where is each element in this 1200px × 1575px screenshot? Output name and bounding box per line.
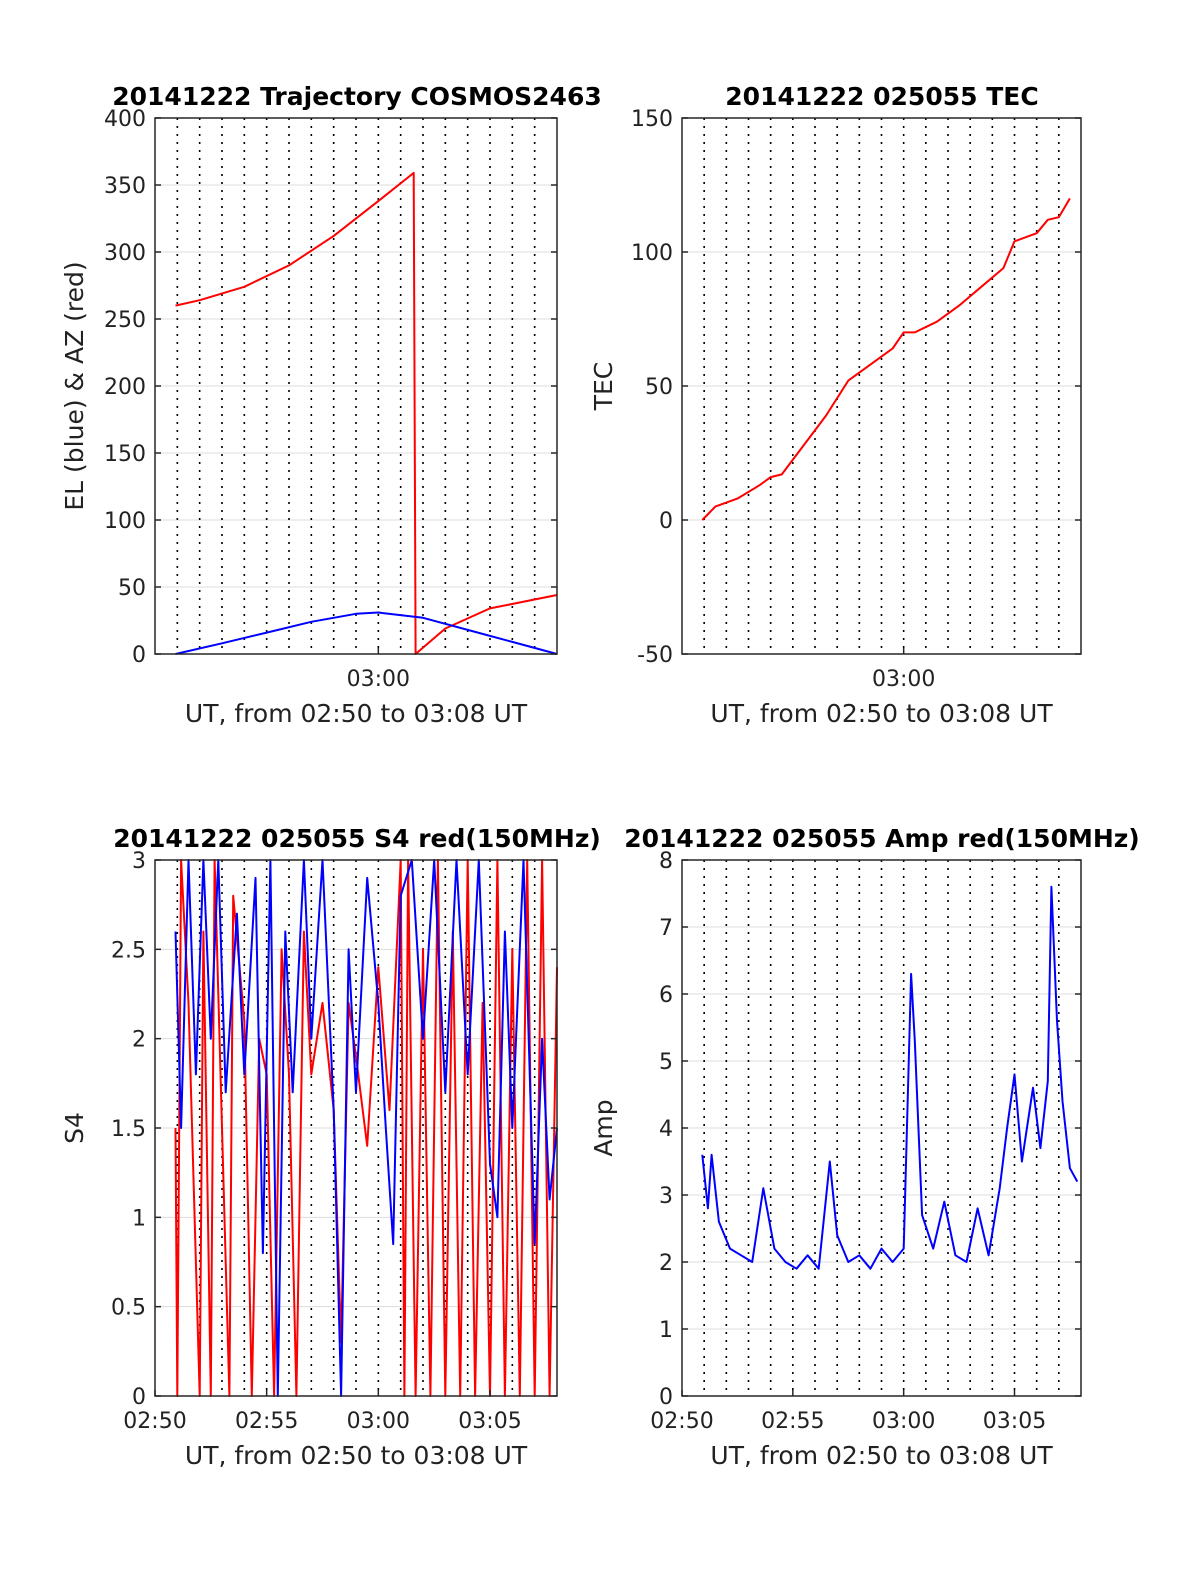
trajectory-panel: 0 50 100 150 200 250 300 350 400 03:00 20141222 Tr…	[60, 82, 602, 728]
y-tick-label: 1	[659, 1318, 673, 1343]
y-tick-label: 150	[104, 442, 146, 467]
y-tick-label: 0.5	[111, 1296, 146, 1321]
y-tick-label: 2	[132, 1028, 146, 1053]
y-tick-label: 0	[659, 1385, 673, 1410]
series-line-0	[701, 197, 1071, 521]
y-tick-label: 0	[132, 1385, 146, 1410]
y-tick-label: 7	[659, 916, 673, 941]
y-tick-label: 300	[104, 241, 146, 266]
x-axis-label: UT, from 02:50 to 03:08 UT	[710, 1441, 1053, 1470]
y-tick-label: 250	[104, 308, 146, 333]
series-line-0	[175, 171, 558, 655]
chart-title: 20141222 025055 TEC	[725, 82, 1038, 111]
s4-panel: 0 0.5 1 1.5 2 2.5 3 02:50 02:55 03:00 03:05 2014122…	[60, 824, 601, 1470]
x-tick-label: 03:00	[347, 1409, 410, 1434]
x-tick-label: 03:05	[458, 1409, 521, 1434]
chart-title: 20141222 025055 S4 red(150MHz)	[113, 824, 601, 853]
x-tick-label: 03:00	[872, 667, 935, 692]
y-axis-label: EL (blue) & AZ (red)	[60, 261, 89, 510]
y-tick-label: 8	[659, 849, 673, 874]
y-tick-label: 50	[645, 375, 673, 400]
x-axis-label: UT, from 02:50 to 03:08 UT	[185, 699, 528, 728]
y-tick-label: -50	[637, 643, 673, 668]
series-line-0	[174, 859, 558, 1397]
y-tick-label: 400	[104, 107, 146, 132]
series-line-0	[701, 885, 1079, 1270]
y-tick-label: 200	[104, 375, 146, 400]
y-tick-label: 1	[132, 1206, 146, 1231]
y-tick-label: 2.5	[111, 938, 146, 963]
y-axis-label: TEC	[589, 362, 618, 412]
y-tick-label: 50	[118, 576, 146, 601]
x-tick-label: 02:55	[235, 1409, 298, 1434]
y-tick-label: 1.5	[111, 1117, 146, 1142]
y-tick-label: 0	[659, 509, 673, 534]
y-tick-label: 3	[659, 1184, 673, 1209]
y-tick-label: 5	[659, 1050, 673, 1075]
y-tick-label: 150	[631, 107, 673, 132]
x-tick-label: 02:55	[761, 1409, 824, 1434]
y-tick-label: 4	[659, 1117, 673, 1142]
x-tick-label: 03:05	[983, 1409, 1046, 1434]
y-tick-label: 0	[132, 643, 146, 668]
x-tick-label: 03:00	[872, 1409, 935, 1434]
tec-panel: -50 0 50 100 150 03:00 20141222 025055 TEC UT, …	[589, 82, 1082, 728]
y-tick-label: 100	[104, 509, 146, 534]
chart-title: 20141222 Trajectory COSMOS2463	[112, 82, 602, 111]
y-tick-label: 2	[659, 1251, 673, 1276]
y-tick-label: 100	[631, 241, 673, 266]
series-line-1	[175, 611, 558, 655]
x-tick-label: 03:00	[347, 667, 410, 692]
y-axis-label: S4	[60, 1112, 89, 1144]
y-tick-label: 3	[132, 849, 146, 874]
series-line-1	[174, 859, 558, 1397]
y-tick-label: 350	[104, 174, 146, 199]
y-axis-label: Amp	[589, 1099, 618, 1156]
x-tick-label: 02:50	[650, 1409, 713, 1434]
chart-title: 20141222 025055 Amp red(150MHz)	[624, 824, 1140, 853]
y-tick-label: 6	[659, 983, 673, 1008]
x-tick-label: 02:50	[123, 1409, 186, 1434]
x-axis-label: UT, from 02:50 to 03:08 UT	[185, 1441, 528, 1470]
amp-panel: 0 1 2 3 4 5 6 7 8 02:50 02:55 03:00 03:05 20141222 02…	[589, 824, 1140, 1470]
x-axis-label: UT, from 02:50 to 03:08 UT	[710, 699, 1053, 728]
